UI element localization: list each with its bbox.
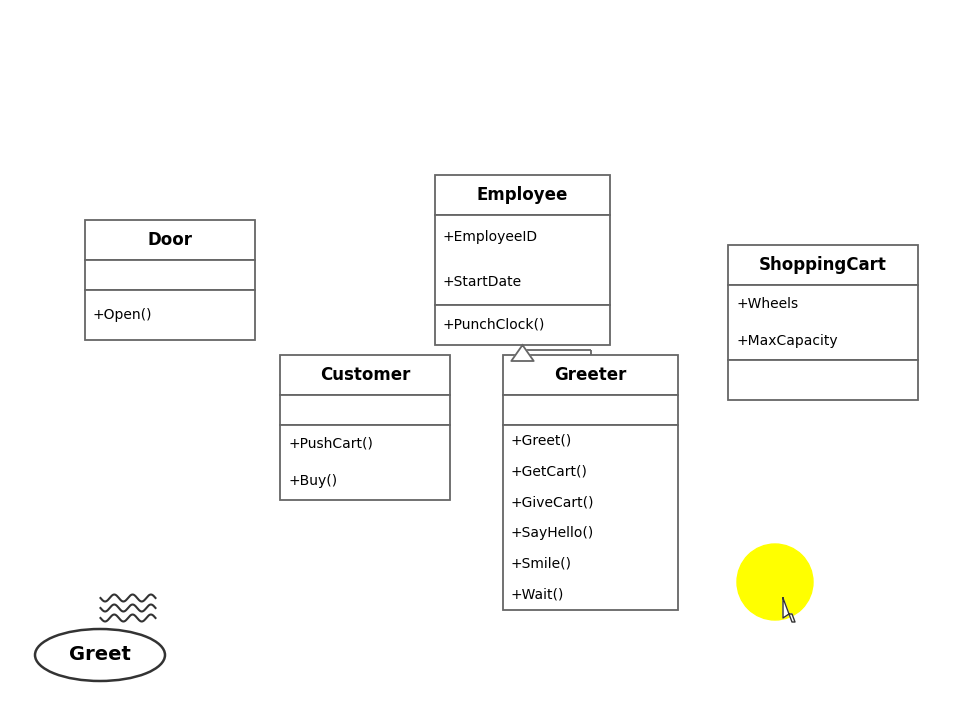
Bar (280, 425, 450, 500)
Text: Door: Door (148, 231, 193, 249)
Text: +MaxCapacity: +MaxCapacity (736, 334, 838, 348)
Bar (728, 285, 918, 360)
Polygon shape (512, 345, 534, 361)
Bar (435, 305, 610, 345)
Polygon shape (783, 598, 795, 622)
Text: ShoppingCart: ShoppingCart (759, 256, 887, 274)
Text: +Wheels: +Wheels (736, 297, 798, 311)
Bar (503, 395, 678, 425)
Text: +GiveCart(): +GiveCart() (511, 495, 594, 509)
Text: +PunchClock(): +PunchClock() (443, 318, 545, 332)
Text: Customer: Customer (320, 366, 410, 384)
Bar (728, 245, 918, 285)
Bar (85, 290, 255, 340)
Bar (728, 360, 918, 400)
Bar (85, 260, 255, 290)
Bar (280, 395, 450, 425)
Text: Greet: Greet (69, 646, 131, 665)
Bar (435, 215, 610, 305)
Text: +Greet(): +Greet() (511, 433, 572, 447)
Text: +Smile(): +Smile() (511, 557, 572, 571)
Text: +Wait(): +Wait() (511, 588, 564, 602)
Ellipse shape (35, 629, 165, 681)
Bar (503, 425, 678, 610)
Bar (435, 175, 610, 215)
Text: Greeter: Greeter (554, 366, 627, 384)
Text: +SayHello(): +SayHello() (511, 526, 594, 540)
Bar (85, 220, 255, 260)
Bar (280, 355, 450, 395)
Text: +StartDate: +StartDate (443, 276, 522, 289)
Text: +PushCart(): +PushCart() (288, 437, 372, 451)
Text: +EmployeeID: +EmployeeID (443, 230, 539, 245)
Text: +Open(): +Open() (93, 308, 153, 322)
Text: +GetCart(): +GetCart() (511, 464, 588, 478)
Text: Employee: Employee (477, 186, 568, 204)
Circle shape (737, 544, 813, 620)
Text: +Buy(): +Buy() (288, 474, 337, 488)
Bar (503, 355, 678, 395)
